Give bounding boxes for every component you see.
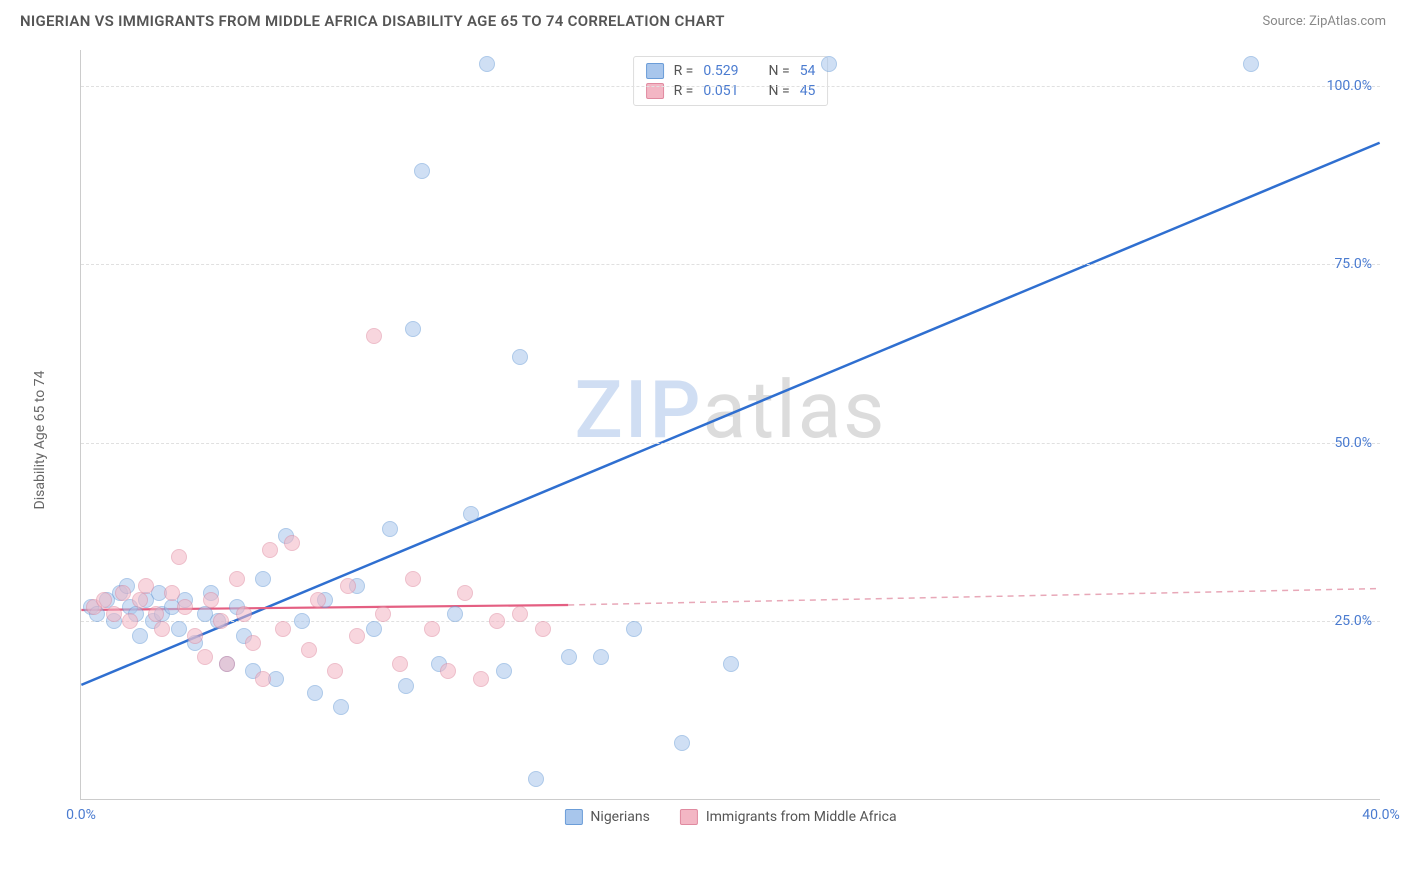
gridline bbox=[81, 264, 1380, 265]
data-point bbox=[392, 656, 408, 672]
data-point bbox=[366, 328, 382, 344]
data-point bbox=[154, 621, 170, 637]
gridline bbox=[81, 86, 1380, 87]
trend-lines bbox=[81, 50, 1380, 799]
data-point bbox=[723, 656, 739, 672]
data-point bbox=[447, 606, 463, 622]
legend-row: R = 0.529 N = 54 bbox=[646, 63, 816, 79]
data-point bbox=[626, 621, 642, 637]
series-legend: Nigerians Immigrants from Middle Africa bbox=[564, 809, 896, 825]
y-axis-label: Disability Age 65 to 74 bbox=[32, 371, 48, 510]
chart-header: NIGERIAN VS IMMIGRANTS FROM MIDDLE AFRIC… bbox=[0, 0, 1406, 38]
data-point bbox=[115, 585, 131, 601]
data-point bbox=[164, 585, 180, 601]
y-tick-label: 50.0% bbox=[1334, 435, 1372, 451]
y-tick-label: 25.0% bbox=[1334, 613, 1372, 629]
data-point bbox=[382, 521, 398, 537]
legend-item: Immigrants from Middle Africa bbox=[680, 809, 897, 825]
data-point bbox=[424, 621, 440, 637]
data-point bbox=[414, 163, 430, 179]
legend-r-label: R = bbox=[674, 63, 694, 79]
data-point bbox=[229, 571, 245, 587]
data-point bbox=[398, 678, 414, 694]
data-point bbox=[122, 613, 138, 629]
data-point bbox=[96, 592, 112, 608]
data-point bbox=[349, 628, 365, 644]
data-point bbox=[333, 699, 349, 715]
legend-n-value: 54 bbox=[800, 63, 816, 79]
legend-item: Nigerians bbox=[564, 809, 649, 825]
legend-r-value: 0.529 bbox=[703, 63, 738, 79]
data-point bbox=[197, 649, 213, 665]
data-point bbox=[171, 621, 187, 637]
data-point bbox=[171, 549, 187, 565]
data-point bbox=[132, 628, 148, 644]
trend-line bbox=[81, 143, 1379, 685]
trend-line bbox=[568, 589, 1379, 605]
data-point bbox=[593, 649, 609, 665]
legend-n-label: N = bbox=[769, 63, 790, 79]
data-point bbox=[236, 606, 252, 622]
chart-title: NIGERIAN VS IMMIGRANTS FROM MIDDLE AFRIC… bbox=[20, 12, 725, 30]
data-point bbox=[138, 578, 154, 594]
data-point bbox=[245, 635, 261, 651]
data-point bbox=[340, 578, 356, 594]
data-point bbox=[187, 628, 203, 644]
y-tick-label: 100.0% bbox=[1327, 78, 1372, 94]
data-point bbox=[203, 592, 219, 608]
data-point bbox=[473, 671, 489, 687]
data-point bbox=[294, 613, 310, 629]
data-point bbox=[310, 592, 326, 608]
data-point bbox=[255, 571, 271, 587]
data-point bbox=[512, 349, 528, 365]
data-point bbox=[177, 599, 193, 615]
data-point bbox=[479, 56, 495, 72]
data-point bbox=[405, 321, 421, 337]
correlation-legend: R =0.529N =54R =0.051N =45 bbox=[633, 56, 829, 106]
data-point bbox=[405, 571, 421, 587]
data-point bbox=[284, 535, 300, 551]
data-point bbox=[463, 506, 479, 522]
source-attribution: Source: ZipAtlas.com bbox=[1262, 14, 1386, 29]
data-point bbox=[489, 613, 505, 629]
legend-label: Nigerians bbox=[590, 809, 649, 825]
legend-swatch bbox=[680, 809, 698, 825]
data-point bbox=[821, 56, 837, 72]
data-point bbox=[327, 663, 343, 679]
data-point bbox=[561, 649, 577, 665]
data-point bbox=[307, 685, 323, 701]
chart-area: Disability Age 65 to 74 ZIPatlas R =0.52… bbox=[50, 50, 1390, 830]
data-point bbox=[496, 663, 512, 679]
data-point bbox=[528, 771, 544, 787]
y-tick-label: 75.0% bbox=[1334, 256, 1372, 272]
x-tick-label: 0.0% bbox=[66, 807, 96, 823]
data-point bbox=[512, 606, 528, 622]
data-point bbox=[674, 735, 690, 751]
data-point bbox=[275, 621, 291, 637]
data-point bbox=[366, 621, 382, 637]
data-point bbox=[535, 621, 551, 637]
x-tick-label: 40.0% bbox=[1362, 807, 1400, 823]
data-point bbox=[106, 606, 122, 622]
legend-label: Immigrants from Middle Africa bbox=[706, 809, 897, 825]
scatter-plot: ZIPatlas R =0.529N =54R =0.051N =45 Nige… bbox=[80, 50, 1380, 800]
legend-swatch bbox=[646, 63, 664, 79]
data-point bbox=[301, 642, 317, 658]
data-point bbox=[213, 613, 229, 629]
data-point bbox=[262, 542, 278, 558]
legend-swatch bbox=[564, 809, 582, 825]
gridline bbox=[81, 443, 1380, 444]
data-point bbox=[375, 606, 391, 622]
data-point bbox=[132, 592, 148, 608]
data-point bbox=[1243, 56, 1259, 72]
data-point bbox=[440, 663, 456, 679]
data-point bbox=[457, 585, 473, 601]
data-point bbox=[255, 671, 271, 687]
data-point bbox=[219, 656, 235, 672]
